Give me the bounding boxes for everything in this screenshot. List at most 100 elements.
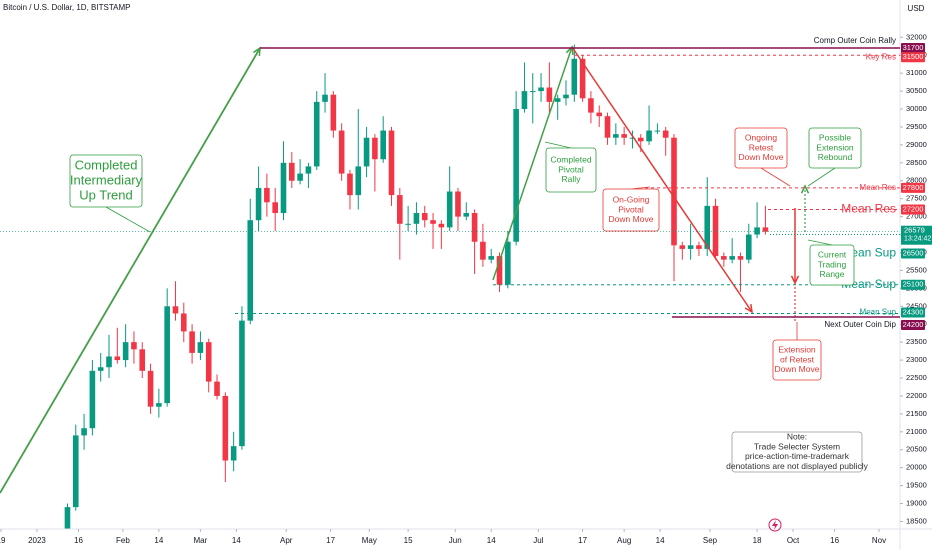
- y-tick-label: 23000: [906, 355, 927, 364]
- annotation-text: Extension: [778, 344, 816, 354]
- candle-body: [480, 241, 486, 260]
- annotation-box: [731, 431, 863, 473]
- candle-body: [455, 191, 461, 217]
- level-price-box: [901, 52, 925, 63]
- candle-body: [405, 223, 411, 225]
- level-price-label: 24300: [903, 307, 924, 316]
- level-price-label: 27800: [903, 183, 924, 192]
- annotation-text: denotations are not displayed publicly: [726, 461, 869, 471]
- candle-body: [646, 130, 652, 142]
- candle-body: [679, 245, 686, 249]
- candle-body: [272, 202, 278, 214]
- candle-body: [297, 173, 303, 181]
- candle-body: [264, 187, 270, 203]
- annotation-text: Down Move: [775, 364, 820, 374]
- y-tick-label: 30500: [906, 86, 927, 95]
- candle-body: [488, 256, 495, 260]
- level-price-label: 31500: [903, 52, 924, 61]
- y-tick-label: 27500: [906, 194, 927, 203]
- x-tick-label: 16: [74, 536, 83, 545]
- candle-body: [372, 137, 378, 160]
- candle-body: [247, 220, 254, 321]
- level-price-box: [901, 248, 925, 259]
- candle-body: [355, 166, 362, 196]
- candle-body: [363, 137, 370, 167]
- event-icon[interactable]: [768, 518, 782, 532]
- annotation-box: [808, 127, 862, 169]
- level-label: Comp Outer Coin Rally: [814, 36, 896, 45]
- candle-body: [380, 130, 386, 160]
- level-price-box: [901, 279, 925, 290]
- candle-body: [513, 109, 519, 242]
- candle-body: [180, 313, 187, 332]
- candle-body: [529, 91, 536, 93]
- x-tick-label: 15: [404, 536, 413, 545]
- candle-body: [338, 130, 345, 174]
- annotation-text: Rebound: [818, 152, 853, 162]
- axis-unit: USD: [908, 4, 925, 13]
- annotation-text: Current: [818, 249, 847, 259]
- candle-body: [172, 306, 179, 314]
- candle-body: [106, 356, 112, 368]
- candle-body: [156, 403, 162, 407]
- annotation-text: Intermediary: [70, 172, 143, 187]
- level-price-box: [901, 182, 925, 193]
- x-tick-label: 14: [154, 536, 163, 545]
- current-price-box: [901, 225, 932, 245]
- candle-body: [430, 220, 436, 224]
- annotation-box: [772, 339, 822, 381]
- candle-body: [754, 227, 760, 235]
- annotation-text: price-action-time-trademark: [745, 451, 850, 461]
- candle-body: [704, 205, 711, 249]
- x-tick-label: 16: [830, 536, 839, 545]
- annotation-connector: [105, 206, 151, 233]
- y-tick-label: 32000: [906, 32, 927, 41]
- annotation-text: Range: [819, 269, 844, 279]
- candle-body: [579, 58, 586, 99]
- x-tick-label: 2023: [28, 536, 46, 545]
- candle-body: [471, 213, 478, 242]
- candle-body: [446, 191, 453, 228]
- rally-line: [492, 46, 573, 281]
- level-price-label: 31700: [903, 43, 924, 52]
- x-tick-label: 19: [0, 536, 6, 545]
- candle-body: [687, 245, 694, 249]
- candle-body: [347, 173, 353, 196]
- candle-body: [671, 137, 677, 246]
- candle-body: [305, 166, 312, 174]
- level-price-box: [901, 307, 925, 318]
- candle-body: [255, 187, 262, 221]
- level-price-label: 26500: [903, 249, 924, 258]
- annotation-text: On-Going: [613, 194, 650, 204]
- y-tick-label: 28500: [906, 158, 927, 167]
- y-tick-label: 22500: [906, 373, 927, 382]
- candle-body: [588, 98, 594, 113]
- y-tick-label: 18500: [906, 516, 927, 525]
- y-tick-label: 24500: [906, 301, 927, 310]
- candle-body: [421, 213, 428, 221]
- candle-body: [563, 94, 569, 99]
- x-tick-label: Mar: [194, 536, 208, 545]
- candle-body: [696, 245, 702, 249]
- x-tick-label: Jun: [449, 536, 462, 545]
- candle-body: [496, 256, 503, 285]
- annotation-text: Possible: [819, 132, 851, 142]
- candle-body: [330, 94, 337, 131]
- candle-body: [721, 256, 727, 260]
- x-tick-label: 14: [656, 536, 665, 545]
- y-tick-label: 23500: [906, 337, 927, 346]
- candle-body: [571, 58, 578, 95]
- annotation-text: Up Trend: [79, 187, 132, 202]
- y-tick-label: 29000: [906, 140, 927, 149]
- annotation-connector: [807, 239, 833, 246]
- level-price-box: [901, 320, 925, 331]
- annotation-box: [809, 244, 855, 286]
- candle-body: [662, 130, 669, 138]
- candle-body: [737, 256, 744, 260]
- candle-body: [388, 130, 395, 196]
- candle-body: [463, 213, 470, 217]
- annotation-text: Completed: [75, 157, 138, 172]
- y-tick-label: 19500: [906, 481, 927, 490]
- y-tick-label: 20500: [906, 445, 927, 454]
- candle-body: [613, 134, 619, 138]
